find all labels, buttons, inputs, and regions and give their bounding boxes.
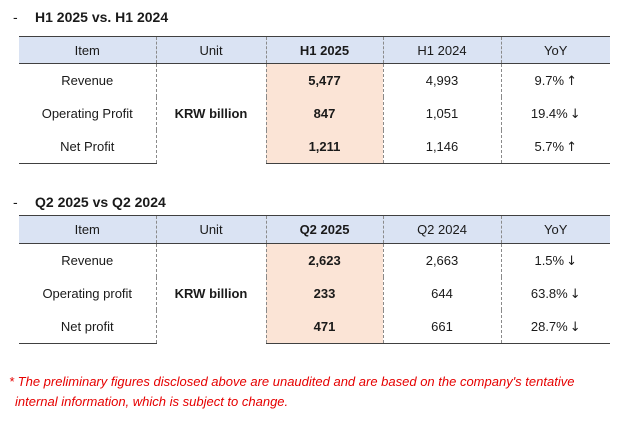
header-yoy: YoY bbox=[500, 36, 610, 64]
header-unit: Unit bbox=[155, 36, 266, 64]
current-value: 233 bbox=[265, 277, 383, 310]
previous-value: 644 bbox=[382, 277, 501, 310]
header-item: Item bbox=[19, 215, 156, 244]
section-title-text: Q2 2025 vs Q2 2024 bbox=[35, 194, 166, 210]
item-label: Operating Profit bbox=[41, 106, 133, 121]
arrow-up-icon: ↑ bbox=[566, 139, 578, 155]
yoy-value: 1.5% bbox=[534, 252, 565, 268]
arrow-down-icon: ↓ bbox=[569, 286, 581, 302]
table-row: Net Profit 1,211 1,146 5.7% ↑ bbox=[19, 130, 610, 164]
previous-value: 2,663 bbox=[382, 243, 501, 277]
header-current-period: Q2 2025 bbox=[265, 215, 383, 244]
item-label: Net Profit bbox=[19, 130, 156, 164]
table-header-row: Item Unit H1 2025 H1 2024 YoY bbox=[19, 36, 610, 64]
yoy-value: 9.7% bbox=[534, 72, 565, 88]
section-title-q2: - Q2 2025 vs Q2 2024 bbox=[13, 194, 166, 210]
item-label: Revenue bbox=[61, 73, 114, 88]
yoy-cell: 19.4% ↓ bbox=[500, 97, 610, 130]
yoy-value: 19.4% bbox=[530, 105, 568, 121]
item-label: Revenue bbox=[61, 253, 114, 268]
yoy-value: 28.7% bbox=[530, 318, 568, 334]
footnote-line-1: * The preliminary figures disclosed abov… bbox=[9, 374, 575, 389]
table-row: Revenue KRW billion 5,477 4,993 9.7% ↑ bbox=[19, 63, 610, 164]
table-row: Net profit 471 661 28.7% ↓ bbox=[19, 310, 610, 344]
yoy-cell: 63.8% ↓ bbox=[500, 277, 610, 310]
header-yoy: YoY bbox=[500, 215, 610, 244]
previous-value: 661 bbox=[382, 310, 501, 344]
section-title-text: H1 2025 vs. H1 2024 bbox=[35, 9, 169, 25]
yoy-cell: 28.7% ↓ bbox=[500, 310, 610, 344]
current-value: 471 bbox=[265, 310, 383, 344]
current-value: 5,477 bbox=[265, 63, 383, 97]
yoy-cell: 9.7% ↑ bbox=[500, 63, 610, 97]
yoy-value: 63.8% bbox=[530, 285, 568, 301]
table-row: Operating profit 233 644 63.8% ↓ bbox=[19, 277, 610, 310]
previous-value: 1,146 bbox=[382, 130, 501, 164]
header-unit: Unit bbox=[155, 215, 266, 244]
header-previous-period: H1 2024 bbox=[382, 36, 501, 64]
header-previous-period: Q2 2024 bbox=[382, 215, 501, 244]
previous-value: 4,993 bbox=[382, 63, 501, 97]
item-label: Net profit bbox=[19, 310, 156, 344]
yoy-cell: 5.7% ↑ bbox=[500, 130, 610, 164]
current-value: 1,211 bbox=[265, 130, 383, 164]
unit-label: KRW billion bbox=[155, 243, 266, 344]
header-item: Item bbox=[19, 36, 156, 64]
table-row: Revenue KRW billion 2,623 2,663 1.5% ↓ bbox=[19, 243, 610, 344]
table-row: Operating Profit 847 1,051 19.4% ↓ bbox=[19, 97, 610, 130]
unit-label: KRW billion bbox=[155, 63, 266, 164]
header-current-period: H1 2025 bbox=[265, 36, 383, 64]
arrow-down-icon: ↓ bbox=[566, 253, 578, 269]
current-value: 847 bbox=[265, 97, 383, 130]
q2-comparison-table: Item Unit Q2 2025 Q2 2024 YoY Revenue KR… bbox=[19, 215, 610, 344]
yoy-cell: 1.5% ↓ bbox=[500, 243, 610, 277]
table-header-row: Item Unit Q2 2025 Q2 2024 YoY bbox=[19, 215, 610, 244]
arrow-down-icon: ↓ bbox=[569, 106, 581, 122]
section-title-h1: - H1 2025 vs. H1 2024 bbox=[13, 9, 169, 25]
h1-comparison-table: Item Unit H1 2025 H1 2024 YoY Revenue KR… bbox=[19, 36, 610, 164]
arrow-down-icon: ↓ bbox=[569, 319, 581, 335]
current-value: 2,623 bbox=[265, 243, 383, 277]
item-label: Operating profit bbox=[42, 286, 133, 301]
previous-value: 1,051 bbox=[382, 97, 501, 130]
yoy-value: 5.7% bbox=[534, 138, 565, 154]
arrow-up-icon: ↑ bbox=[566, 73, 578, 89]
footnote-line-2: internal information, which is subject t… bbox=[15, 394, 289, 409]
disclaimer-footnote: * The preliminary figures disclosed abov… bbox=[9, 372, 619, 412]
